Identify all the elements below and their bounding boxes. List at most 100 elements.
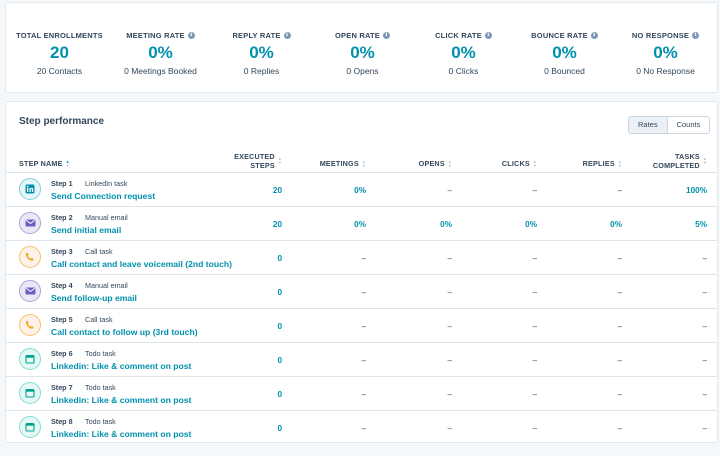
clicks-value: – <box>532 254 537 263</box>
clicks-value: – <box>532 390 537 399</box>
step-name-link[interactable]: Linkedin: Like & comment on post <box>51 361 192 371</box>
replies-value: – <box>617 356 622 365</box>
tasks-completed-value: – <box>702 322 707 331</box>
stat-sub: 0 Replies <box>243 66 280 76</box>
phone-icon <box>19 314 41 336</box>
step-name-link[interactable]: Send follow-up email <box>51 293 137 303</box>
table-row[interactable]: Step 7 Todo task Linkedin: Like & commen… <box>6 377 717 411</box>
info-icon[interactable]: i <box>283 32 291 39</box>
step-number: Step 6 <box>51 349 73 358</box>
stat-value: 0% <box>451 43 476 62</box>
stat-label: OPEN RATE <box>335 31 380 40</box>
tasks-completed-value: – <box>702 356 707 365</box>
sort-icon: ▲ ▼ <box>361 158 366 168</box>
clicks-value: – <box>532 288 537 297</box>
table-row[interactable]: Step 3 Call task Call contact and leave … <box>6 241 717 275</box>
opens-value: – <box>447 254 452 263</box>
info-icon[interactable]: i <box>590 32 598 39</box>
table-row[interactable]: Step 1 LinkedIn task Send Connection req… <box>6 173 717 207</box>
meetings-value: – <box>361 288 366 297</box>
executed-steps-value: 20 <box>272 220 282 229</box>
opens-value: – <box>447 424 452 433</box>
table-row[interactable]: Step 6 Todo task Linkedin: Like & commen… <box>6 343 717 377</box>
step-type: LinkedIn task <box>85 179 128 188</box>
tasks-completed-value: 100% <box>686 186 707 195</box>
step-number: Step 5 <box>51 315 73 324</box>
stat-label: BOUNCE RATE <box>531 31 588 40</box>
clicks-value: – <box>532 356 537 365</box>
executed-steps-value: 0 <box>277 390 282 399</box>
todo-icon <box>19 348 41 370</box>
stat-value: 0% <box>148 43 173 62</box>
column-header-step-name[interactable]: STEP NAME ▲ ▼ <box>19 158 70 168</box>
stat-sub: 0 No Response <box>636 66 695 76</box>
replies-value: – <box>617 322 622 331</box>
column-header-replies[interactable]: REPLIES ▲ ▼ <box>582 158 622 168</box>
stat-sub: 0 Clicks <box>448 66 479 76</box>
phone-icon <box>19 246 41 268</box>
replies-value: – <box>617 288 622 297</box>
stat-value: 0% <box>653 43 678 62</box>
meetings-value: – <box>361 254 366 263</box>
table-row[interactable]: Step 4 Manual email Send follow-up email… <box>6 275 717 309</box>
stat-value: 20 <box>50 43 69 62</box>
column-header-clicks[interactable]: CLICKS ▲ ▼ <box>501 158 537 168</box>
info-icon[interactable]: i <box>187 32 195 39</box>
table-row[interactable]: Step 2 Manual email Send initial email 2… <box>6 207 717 241</box>
meetings-value: – <box>361 424 366 433</box>
rates-toggle-button[interactable]: Rates <box>629 117 668 133</box>
meetings-value: 0% <box>354 186 366 195</box>
executed-steps-value: 0 <box>277 322 282 331</box>
replies-value: – <box>617 424 622 433</box>
step-number: Step 7 <box>51 383 73 392</box>
opens-value: – <box>447 356 452 365</box>
step-name-link[interactable]: Call contact and leave voicemail (2nd to… <box>51 259 232 269</box>
executed-steps-value: 0 <box>277 424 282 433</box>
clicks-value: 0% <box>525 220 537 229</box>
todo-icon <box>19 382 41 404</box>
step-type: Manual email <box>85 281 128 290</box>
stat-sub: 20 Contacts <box>36 66 83 76</box>
step-name-link[interactable]: Send initial email <box>51 225 122 235</box>
step-type: Call task <box>85 315 113 324</box>
replies-value: – <box>617 186 622 195</box>
linkedin-icon <box>19 178 41 200</box>
column-header-meetings[interactable]: MEETINGS ▲ ▼ <box>319 158 366 168</box>
step-performance-card: Step performance Rates Counts STEP NAME … <box>5 101 718 443</box>
info-icon[interactable]: i <box>692 32 700 39</box>
executed-steps-value: 0 <box>277 254 282 263</box>
sort-icon: ▲ ▼ <box>447 158 452 168</box>
opens-value: – <box>447 186 452 195</box>
opens-value: – <box>447 288 452 297</box>
step-name-link[interactable]: Linkedin: Like & comment on post <box>51 395 192 405</box>
step-type: Todo task <box>85 383 116 392</box>
info-icon[interactable]: i <box>383 32 390 39</box>
header-divider <box>6 172 717 173</box>
counts-toggle-button[interactable]: Counts <box>667 117 710 133</box>
step-name-link[interactable]: Call contact to follow up (3rd touch) <box>51 327 198 337</box>
meetings-value: – <box>361 322 366 331</box>
step-number: Step 4 <box>51 281 73 290</box>
column-header-opens[interactable]: OPENS ▲ ▼ <box>418 158 452 168</box>
info-icon[interactable]: i <box>484 32 492 39</box>
tasks-completed-value: – <box>702 390 707 399</box>
executed-steps-value: 20 <box>272 186 282 195</box>
column-header-executed-steps[interactable]: EXECUTED STEPS ▲ ▼ <box>234 152 282 170</box>
stat-sub: 0 Bounced <box>544 66 585 76</box>
meetings-value: – <box>361 390 366 399</box>
step-name-link[interactable]: Send Connection request <box>51 191 156 201</box>
column-header-tasks-completed[interactable]: TASKS COMPLETED ▲ ▼ <box>652 152 707 170</box>
stat-label: NO RESPONSE <box>631 31 690 40</box>
tasks-completed-value: – <box>702 424 707 433</box>
table-row[interactable]: Step 8 Todo task Linkedin: Like & commen… <box>6 411 717 445</box>
opens-value: 0% <box>440 220 452 229</box>
sort-icon: ▲ ▼ <box>617 158 622 168</box>
table-row[interactable]: Step 5 Call task Call contact to follow … <box>6 309 717 343</box>
step-type: Todo task <box>85 417 116 426</box>
meetings-value: 0% <box>354 220 366 229</box>
meetings-value: – <box>361 356 366 365</box>
clicks-value: – <box>532 322 537 331</box>
step-name-link[interactable]: Linkedin: Like & comment on post <box>51 429 192 439</box>
step-number: Step 1 <box>51 179 73 188</box>
section-title: Step performance <box>19 116 105 127</box>
